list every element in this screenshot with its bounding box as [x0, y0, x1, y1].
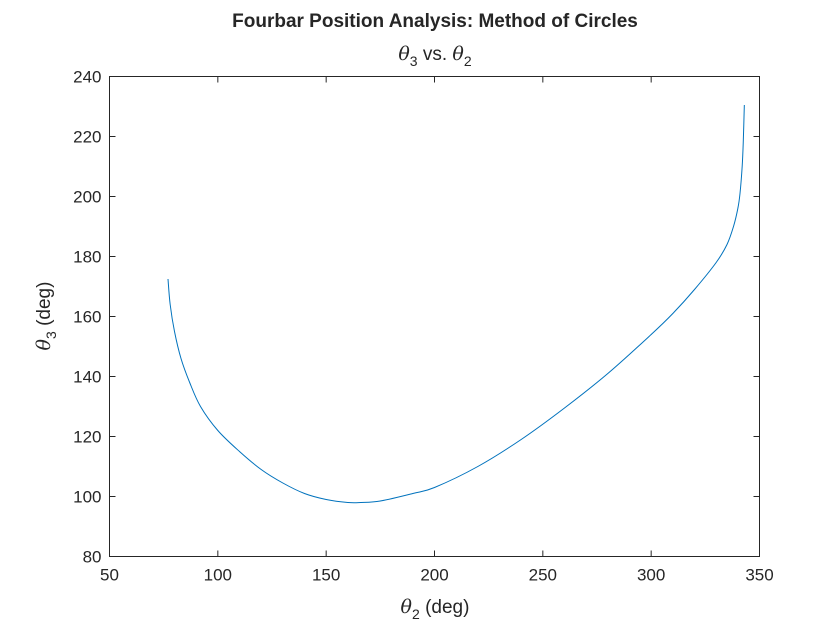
x-axis-ticks: 50 100 150 200 250 300 350 — [100, 76, 774, 585]
series-line-theta3 — [167, 104, 745, 504]
y-tick-label: 200 — [73, 188, 101, 207]
subtitle-theta3-subscript: 3 — [410, 53, 418, 69]
y-tick-label: 180 — [73, 248, 101, 267]
subtitle-theta2-symbol: θ — [452, 43, 464, 65]
x-axis-label-symbol: θ — [401, 596, 413, 618]
y-tick-label: 240 — [73, 68, 101, 87]
x-axis-label-subscript: 2 — [412, 606, 420, 622]
y-tick-label: 220 — [73, 128, 101, 147]
y-axis-label-subscript: 3 — [43, 331, 59, 339]
y-tick-label: 100 — [73, 488, 101, 507]
x-axis-label: θ2 (deg) — [401, 596, 470, 622]
chart-title: Fourbar Position Analysis: Method of Cir… — [232, 11, 638, 32]
y-tick-label: 120 — [73, 428, 101, 447]
y-tick-label: 140 — [73, 368, 101, 387]
x-tick-label: 250 — [529, 566, 557, 585]
subtitle-theta3-symbol: θ — [398, 43, 410, 65]
x-tick-label: 50 — [100, 566, 119, 585]
x-tick-label: 200 — [420, 566, 448, 585]
y-tick-label: 160 — [73, 308, 101, 327]
y-axis-ticks: 80 100 120 140 160 180 200 220 240 — [73, 68, 760, 567]
y-axis-label: θ3 (deg) — [33, 282, 59, 351]
y-axis-label-symbol: θ — [33, 338, 55, 350]
subtitle-theta2-subscript: 2 — [464, 53, 472, 69]
x-tick-label: 150 — [312, 566, 340, 585]
x-axis-label-unit: (deg) — [420, 597, 470, 618]
plot-area-box — [109, 76, 760, 557]
y-tick-label: 80 — [83, 548, 102, 567]
subtitle-vs: vs. — [418, 44, 453, 65]
x-tick-label: 350 — [745, 566, 773, 585]
y-axis-label-unit: (deg) — [34, 282, 55, 332]
x-tick-label: 100 — [204, 566, 232, 585]
x-tick-label: 300 — [637, 566, 665, 585]
chart-subtitle: θ3 vs. θ2 — [398, 43, 472, 69]
